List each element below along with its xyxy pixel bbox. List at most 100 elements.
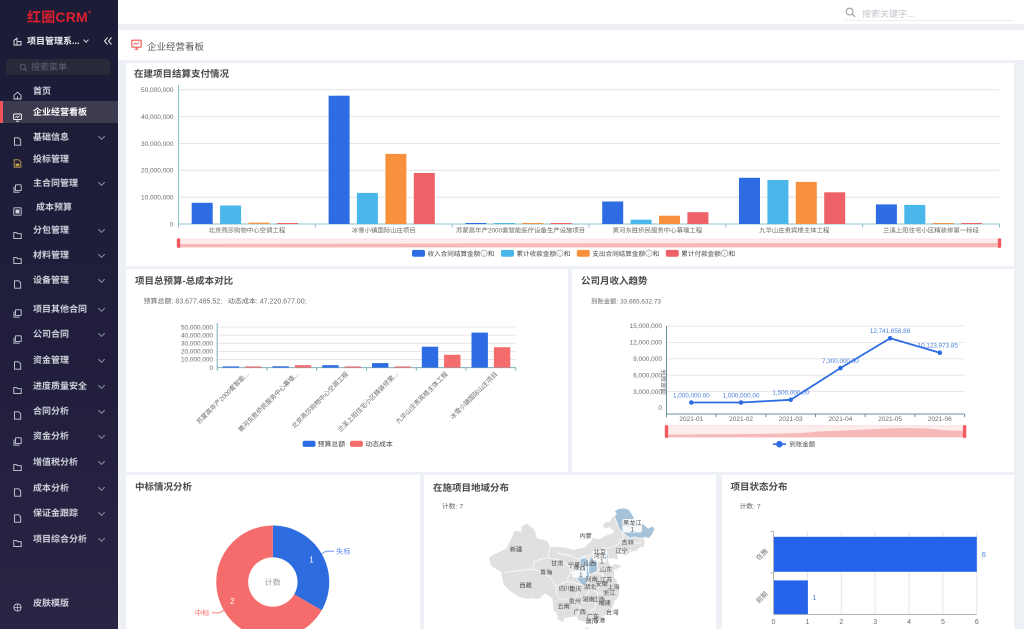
svg-text:预算总额: 83,677,485.52; 动态成本: 4: 预算总额: 83,677,485.52; 动态成本: 47,220,677.00… bbox=[144, 298, 307, 306]
svg-text:苏蒙高年产2000套智能医疗设备生产设施项目: 苏蒙高年产2000套智能医疗设备生产设施项目 bbox=[456, 227, 585, 235]
svg-text:0: 0 bbox=[209, 365, 213, 372]
svg-text:20,000,000: 20,000,000 bbox=[141, 168, 174, 175]
svg-text:1,500,000.00: 1,500,000.00 bbox=[772, 390, 809, 397]
svg-text:1: 1 bbox=[812, 593, 816, 602]
svg-text:辽宁: 辽宁 bbox=[616, 547, 628, 555]
svg-text:40,000,000: 40,000,000 bbox=[181, 332, 213, 339]
svg-text:北京燕莎购物中心空调工程: 北京燕莎购物中心空调工程 bbox=[290, 370, 350, 430]
svg-text:i: i bbox=[559, 252, 560, 258]
svg-text:0: 0 bbox=[772, 619, 776, 626]
svg-text:四川: 四川 bbox=[559, 586, 571, 593]
svg-text:0: 0 bbox=[170, 221, 174, 228]
svg-text:6: 6 bbox=[982, 550, 986, 559]
svg-text:6: 6 bbox=[975, 619, 979, 626]
svg-text:苏蒙高年产2000套智能...: 苏蒙高年产2000套智能... bbox=[195, 370, 251, 426]
svg-text:10,000,000: 10,000,000 bbox=[181, 357, 213, 364]
svg-text:和: 和 bbox=[564, 250, 571, 258]
svg-text:1: 1 bbox=[309, 556, 314, 565]
svg-text:中标: 中标 bbox=[195, 608, 210, 617]
svg-text:黄河东胜侨民服务中心幕墙工程: 黄河东胜侨民服务中心幕墙工程 bbox=[613, 227, 703, 235]
svg-text:吉林: 吉林 bbox=[621, 539, 633, 547]
svg-text:i: i bbox=[484, 252, 485, 258]
svg-text:重庆: 重庆 bbox=[569, 585, 581, 593]
svg-text:失标: 失标 bbox=[336, 547, 351, 556]
svg-text:2021-02: 2021-02 bbox=[729, 416, 753, 423]
svg-text:青海: 青海 bbox=[540, 569, 552, 577]
svg-text:和: 和 bbox=[488, 250, 495, 258]
svg-text:项目总预算-总成本对比: 项目总预算-总成本对比 bbox=[135, 275, 234, 287]
svg-text:宁夏: 宁夏 bbox=[568, 561, 580, 569]
svg-text:山东: 山东 bbox=[600, 566, 612, 574]
svg-text:江苏: 江苏 bbox=[600, 576, 612, 584]
svg-text:内蒙: 内蒙 bbox=[580, 532, 592, 540]
svg-text:到账金额: 到账金额 bbox=[789, 441, 816, 449]
svg-text:浙江: 浙江 bbox=[603, 589, 615, 597]
svg-text:北京燕莎购物中心空调工程: 北京燕莎购物中心空调工程 bbox=[209, 227, 286, 235]
svg-text:云南: 云南 bbox=[558, 603, 570, 611]
svg-text:20,000,000: 20,000,000 bbox=[181, 349, 213, 356]
svg-text:30,000,000: 30,000,000 bbox=[181, 341, 213, 348]
svg-text:河北: 河北 bbox=[594, 552, 607, 560]
svg-text:九华山庄贵宾楼主体工程: 九华山庄贵宾楼主体工程 bbox=[394, 370, 450, 426]
svg-text:2: 2 bbox=[230, 597, 235, 606]
svg-text:和: 和 bbox=[729, 250, 736, 258]
svg-text:在施: 在施 bbox=[755, 547, 770, 562]
svg-text:到账金额: 33,665,632.73: 到账金额: 33,665,632.73 bbox=[591, 298, 661, 306]
svg-text:香港: 香港 bbox=[593, 617, 606, 625]
svg-text:1,000,000.00: 1,000,000.00 bbox=[673, 392, 710, 399]
svg-text:i: i bbox=[724, 252, 725, 258]
svg-text:河南: 河南 bbox=[585, 576, 597, 584]
svg-text:i: i bbox=[648, 252, 649, 258]
svg-text:5: 5 bbox=[941, 619, 945, 626]
svg-text:公司月收入趋势: 公司月收入趋势 bbox=[581, 275, 648, 287]
svg-text:15,000,000: 15,000,000 bbox=[629, 323, 662, 330]
svg-text:在施项目地域分布: 在施项目地域分布 bbox=[433, 482, 510, 494]
svg-text:动态成本: 动态成本 bbox=[365, 441, 393, 449]
svg-text:12,741,658.88: 12,741,658.88 bbox=[870, 328, 911, 335]
svg-text:山西: 山西 bbox=[584, 560, 596, 568]
svg-text:计数: 7: 计数: 7 bbox=[442, 503, 463, 511]
svg-text:前期: 前期 bbox=[755, 590, 770, 605]
svg-text:2021-01: 2021-01 bbox=[679, 416, 703, 423]
svg-text:西藏: 西藏 bbox=[519, 582, 531, 590]
svg-text:上海: 上海 bbox=[607, 583, 619, 591]
svg-text:广西: 广西 bbox=[574, 608, 586, 616]
svg-text:1: 1 bbox=[579, 572, 583, 579]
svg-text:1: 1 bbox=[805, 619, 809, 626]
svg-text:冰雪小镇国际山庄项目: 冰雪小镇国际山庄项目 bbox=[448, 370, 499, 421]
svg-text:50,000,000: 50,000,000 bbox=[141, 87, 174, 94]
svg-text:3: 3 bbox=[873, 619, 877, 626]
svg-text:湖北: 湖北 bbox=[584, 583, 597, 591]
svg-text:到账金额: 到账金额 bbox=[660, 369, 668, 395]
svg-text:7,300,000.00: 7,300,000.00 bbox=[822, 358, 859, 365]
svg-text:甘肃: 甘肃 bbox=[551, 560, 563, 568]
svg-text:支出合同结算金额: 支出合同结算金额 bbox=[592, 250, 645, 258]
svg-text:计数: 计数 bbox=[265, 578, 281, 587]
svg-text:1,000,000.00: 1,000,000.00 bbox=[723, 392, 760, 399]
svg-text:收入合同结算金额: 收入合同结算金额 bbox=[428, 250, 481, 258]
svg-text:江西: 江西 bbox=[593, 596, 605, 604]
svg-text:安徽: 安徽 bbox=[596, 580, 609, 588]
svg-text:九华山庄贵宾楼主体工程: 九华山庄贵宾楼主体工程 bbox=[759, 227, 830, 235]
svg-text:项目状态分布: 项目状态分布 bbox=[731, 481, 789, 493]
svg-text:0: 0 bbox=[658, 405, 662, 412]
svg-text:10,123,973.85: 10,123,973.85 bbox=[918, 342, 959, 349]
svg-text:50,000,000: 50,000,000 bbox=[181, 324, 213, 331]
svg-text:和: 和 bbox=[653, 250, 660, 258]
svg-text:6,000,000: 6,000,000 bbox=[633, 372, 662, 379]
svg-text:预算总额: 预算总额 bbox=[318, 441, 346, 449]
svg-text:2021-05: 2021-05 bbox=[878, 416, 902, 423]
svg-text:9,000,000: 9,000,000 bbox=[633, 356, 662, 363]
svg-text:1: 1 bbox=[631, 526, 635, 533]
svg-text:陕西: 陕西 bbox=[573, 564, 585, 572]
svg-text:2021-03: 2021-03 bbox=[779, 416, 803, 423]
svg-text:兰溪上阳住宅小区精装修第一标段: 兰溪上阳住宅小区精装修第一标段 bbox=[883, 227, 979, 235]
svg-text:冰雪小镇国际山庄项目: 冰雪小镇国际山庄项目 bbox=[352, 227, 416, 235]
svg-text:广东: 广东 bbox=[587, 613, 599, 621]
svg-text:中标情况分析: 中标情况分析 bbox=[135, 481, 193, 493]
svg-text:2: 2 bbox=[839, 619, 843, 626]
svg-text:1: 1 bbox=[600, 558, 604, 565]
svg-text:40,000,000: 40,000,000 bbox=[141, 114, 174, 121]
svg-text:新疆: 新疆 bbox=[510, 545, 522, 553]
svg-text:3,000,000: 3,000,000 bbox=[633, 389, 662, 396]
